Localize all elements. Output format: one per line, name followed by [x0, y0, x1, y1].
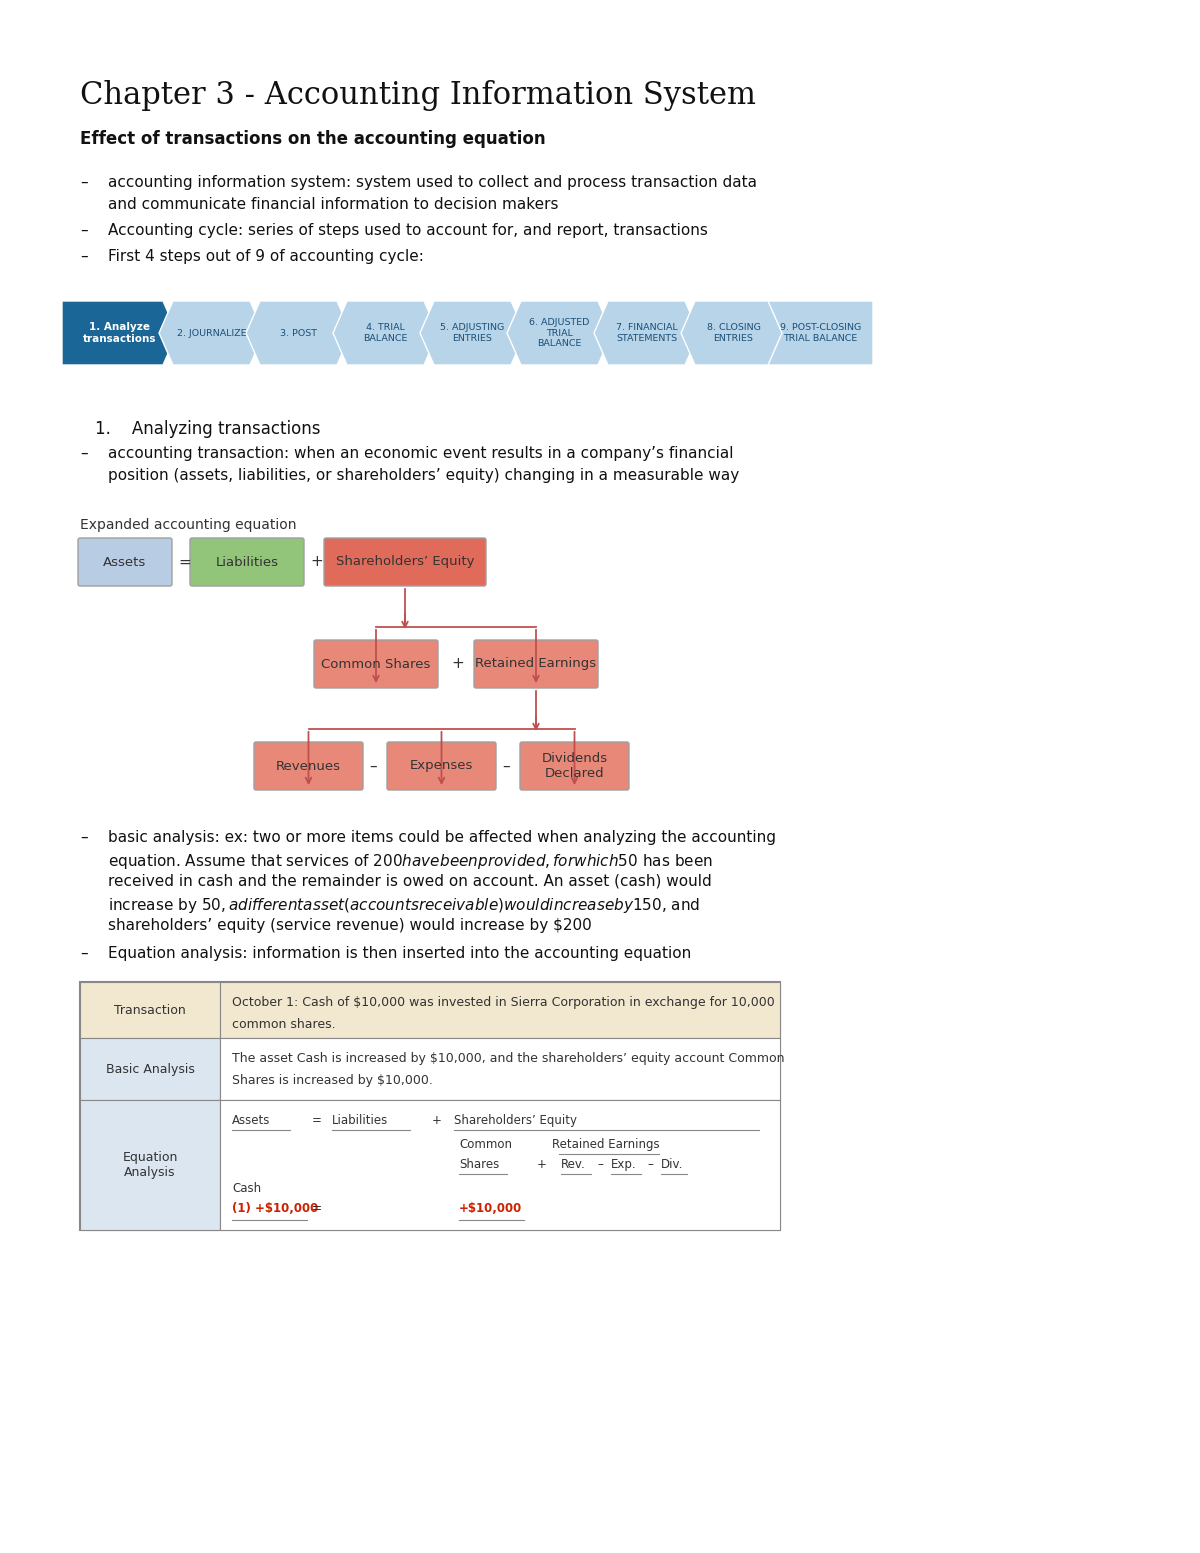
- FancyBboxPatch shape: [80, 1100, 220, 1230]
- Text: received in cash and the remainder is owed on account. An asset (cash) would: received in cash and the remainder is ow…: [108, 874, 712, 888]
- Polygon shape: [80, 981, 780, 1230]
- Text: –: –: [80, 829, 88, 845]
- Polygon shape: [246, 301, 352, 365]
- Text: +$10,000: +$10,000: [458, 1202, 522, 1214]
- Text: 9. POST-CLOSING
TRIAL BALANCE: 9. POST-CLOSING TRIAL BALANCE: [780, 323, 862, 343]
- Text: Chapter 3 - Accounting Information System: Chapter 3 - Accounting Information Syste…: [80, 81, 756, 110]
- Text: 1. Analyze
transactions: 1. Analyze transactions: [83, 321, 156, 343]
- Text: Shareholders’ Equity: Shareholders’ Equity: [454, 1114, 577, 1127]
- Text: =: =: [312, 1114, 322, 1127]
- Text: –: –: [370, 758, 377, 773]
- Text: 2. JOURNALIZE: 2. JOURNALIZE: [176, 329, 246, 337]
- Text: 4. TRIAL
BALANCE: 4. TRIAL BALANCE: [364, 323, 408, 343]
- Text: +: +: [451, 657, 464, 671]
- Text: Exp.: Exp.: [611, 1159, 637, 1171]
- Polygon shape: [508, 301, 612, 365]
- Text: position (assets, liabilities, or shareholders’ equity) changing in a measurable: position (assets, liabilities, or shareh…: [108, 467, 739, 483]
- Text: and communicate financial information to decision makers: and communicate financial information to…: [108, 197, 558, 213]
- FancyBboxPatch shape: [80, 981, 220, 1037]
- Text: 3. POST: 3. POST: [280, 329, 317, 337]
- Text: –: –: [80, 248, 88, 264]
- Text: 8. CLOSING
ENTRIES: 8. CLOSING ENTRIES: [707, 323, 761, 343]
- Text: Cash: Cash: [232, 1182, 262, 1194]
- Text: accounting information system: system used to collect and process transaction da: accounting information system: system us…: [108, 175, 757, 189]
- Text: =: =: [312, 1202, 322, 1214]
- Text: Shareholders’ Equity: Shareholders’ Equity: [336, 556, 474, 568]
- Text: Shares: Shares: [458, 1159, 499, 1171]
- Polygon shape: [768, 301, 874, 365]
- Text: Common Shares: Common Shares: [322, 657, 431, 671]
- Text: Expanded accounting equation: Expanded accounting equation: [80, 519, 296, 533]
- Text: Equation analysis: information is then inserted into the accounting equation: Equation analysis: information is then i…: [108, 946, 691, 961]
- Text: 1.    Analyzing transactions: 1. Analyzing transactions: [95, 419, 320, 438]
- FancyBboxPatch shape: [220, 1037, 780, 1100]
- FancyBboxPatch shape: [254, 742, 364, 790]
- Text: –: –: [502, 758, 510, 773]
- FancyBboxPatch shape: [78, 537, 172, 585]
- Polygon shape: [682, 301, 786, 365]
- Polygon shape: [158, 301, 264, 365]
- Text: Liabilities: Liabilities: [332, 1114, 389, 1127]
- Text: Basic Analysis: Basic Analysis: [106, 1062, 194, 1076]
- Text: Assets: Assets: [103, 556, 146, 568]
- Text: +: +: [432, 1114, 442, 1127]
- Text: First 4 steps out of 9 of accounting cycle:: First 4 steps out of 9 of accounting cyc…: [108, 248, 424, 264]
- Text: October 1: Cash of $10,000 was invested in Sierra Corporation in exchange for 10: October 1: Cash of $10,000 was invested …: [232, 995, 775, 1009]
- Text: Revenues: Revenues: [276, 759, 341, 772]
- Text: 6. ADJUSTED
TRIAL
BALANCE: 6. ADJUSTED TRIAL BALANCE: [529, 318, 589, 348]
- Text: The asset Cash is increased by $10,000, and the shareholders’ equity account Com: The asset Cash is increased by $10,000, …: [232, 1051, 785, 1065]
- Text: –: –: [647, 1159, 653, 1171]
- Text: Retained Earnings: Retained Earnings: [475, 657, 596, 671]
- FancyBboxPatch shape: [324, 537, 486, 585]
- FancyBboxPatch shape: [190, 537, 304, 585]
- FancyBboxPatch shape: [520, 742, 629, 790]
- Text: Accounting cycle: series of steps used to account for, and report, transactions: Accounting cycle: series of steps used t…: [108, 224, 708, 238]
- Text: Transaction: Transaction: [114, 1003, 186, 1017]
- Text: +: +: [310, 554, 323, 570]
- Text: basic analysis: ex: two or more items could be affected when analyzing the accou: basic analysis: ex: two or more items co…: [108, 829, 776, 845]
- FancyBboxPatch shape: [386, 742, 496, 790]
- Text: Equation
Analysis: Equation Analysis: [122, 1151, 178, 1179]
- Text: 5. ADJUSTING
ENTRIES: 5. ADJUSTING ENTRIES: [440, 323, 505, 343]
- Text: –: –: [80, 446, 88, 461]
- Text: Liabilities: Liabilities: [216, 556, 278, 568]
- Text: Rev.: Rev.: [562, 1159, 586, 1171]
- Text: Assets: Assets: [232, 1114, 270, 1127]
- Polygon shape: [62, 301, 178, 365]
- Polygon shape: [420, 301, 526, 365]
- FancyBboxPatch shape: [220, 981, 780, 1037]
- FancyBboxPatch shape: [474, 640, 598, 688]
- FancyBboxPatch shape: [314, 640, 438, 688]
- Text: =: =: [312, 1202, 322, 1214]
- Text: Effect of transactions on the accounting equation: Effect of transactions on the accounting…: [80, 130, 546, 148]
- Text: 7. FINANCIAL
STATEMENTS: 7. FINANCIAL STATEMENTS: [616, 323, 677, 343]
- Text: –: –: [598, 1159, 602, 1171]
- Text: (1) +$10,000: (1) +$10,000: [232, 1202, 318, 1214]
- Text: Shares is increased by $10,000.: Shares is increased by $10,000.: [232, 1075, 433, 1087]
- Text: +: +: [538, 1159, 547, 1171]
- Text: shareholders’ equity (service revenue) would increase by $200: shareholders’ equity (service revenue) w…: [108, 918, 592, 933]
- Text: increase by $50, a different asset (accounts receivable) would increase by $150,: increase by $50, a different asset (acco…: [108, 896, 701, 915]
- Text: –: –: [80, 224, 88, 238]
- FancyBboxPatch shape: [80, 1037, 220, 1100]
- Text: Dividends
Declared: Dividends Declared: [541, 752, 607, 780]
- Text: equation. Assume that services of $200 have been provided, for which $50 has bee: equation. Assume that services of $200 h…: [108, 853, 713, 871]
- Text: Div.: Div.: [661, 1159, 683, 1171]
- Text: –: –: [80, 946, 88, 961]
- Polygon shape: [334, 301, 438, 365]
- Text: Common: Common: [458, 1138, 512, 1151]
- Text: Expenses: Expenses: [410, 759, 473, 772]
- FancyBboxPatch shape: [220, 1100, 780, 1230]
- Text: common shares.: common shares.: [232, 1019, 336, 1031]
- Polygon shape: [594, 301, 698, 365]
- Text: Retained Earnings: Retained Earnings: [552, 1138, 660, 1151]
- Text: –: –: [80, 175, 88, 189]
- Text: accounting transaction: when an economic event results in a company’s financial: accounting transaction: when an economic…: [108, 446, 733, 461]
- Text: =: =: [178, 554, 191, 570]
